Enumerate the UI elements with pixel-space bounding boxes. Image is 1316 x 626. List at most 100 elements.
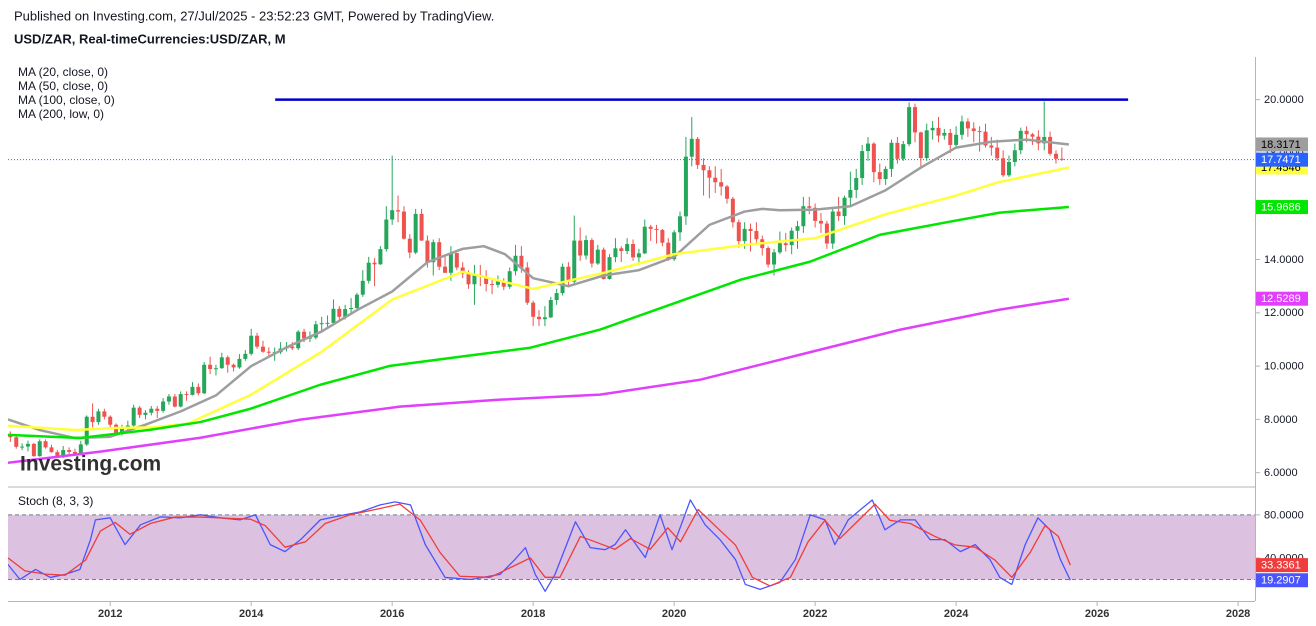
candle-body	[648, 226, 653, 229]
candle-body	[660, 229, 665, 243]
candle-body	[548, 300, 553, 318]
candle-body	[372, 262, 377, 265]
candle-body	[349, 308, 354, 310]
candle-body	[954, 134, 959, 145]
candle-body	[431, 242, 436, 263]
candle-body	[354, 294, 359, 309]
line	[8, 503, 1071, 587]
candle-body	[725, 186, 730, 199]
candle-body	[149, 408, 154, 413]
y-tick-label: 6.0000	[1264, 467, 1298, 479]
candle-body	[208, 364, 213, 370]
candle-body	[1012, 150, 1017, 162]
x-tick-label: 2012	[98, 608, 122, 620]
x-tick-label: 2020	[662, 608, 686, 620]
x-tick-label: 2028	[1226, 608, 1250, 620]
candle-body	[965, 121, 970, 129]
candle-body	[196, 386, 201, 394]
candle-body	[313, 324, 318, 338]
candle-body	[231, 364, 236, 368]
candle-body	[907, 107, 912, 145]
y-tick-label: 80.0000	[1264, 509, 1304, 521]
candle-body	[578, 240, 583, 256]
candle-body	[448, 253, 453, 273]
candle-body	[49, 447, 54, 453]
candle-body	[290, 346, 295, 349]
candle-body	[1006, 161, 1011, 176]
x-tick-label: 2026	[1085, 608, 1109, 620]
candle-body	[319, 323, 324, 325]
candle-body	[20, 446, 25, 448]
candle-body	[895, 142, 900, 159]
candle-body	[519, 255, 524, 268]
candle-body	[96, 411, 101, 423]
candle-body	[707, 170, 712, 178]
candle-body	[190, 386, 195, 395]
candle-body	[971, 128, 976, 132]
candle-body	[172, 396, 177, 407]
candle-body	[490, 284, 495, 286]
candle-body	[425, 240, 430, 263]
price-badge-label: 33.3361	[1261, 560, 1301, 572]
y-tick-label: 14.0000	[1264, 254, 1304, 266]
candle-body	[1001, 158, 1006, 176]
candle-body	[977, 131, 982, 133]
candle-body	[131, 407, 136, 426]
line	[8, 297, 1070, 465]
candle-body	[337, 308, 342, 317]
x-tick-label: 2024	[944, 608, 969, 620]
candle-body	[437, 242, 442, 267]
candle-body	[625, 244, 630, 251]
price-badge	[1256, 558, 1308, 573]
candle-body	[619, 248, 624, 251]
line	[8, 138, 1070, 440]
candle-body	[166, 396, 171, 402]
candle-body	[454, 253, 459, 268]
watermark: Investing.com	[20, 453, 161, 476]
candle-body	[813, 207, 818, 221]
candle-body	[942, 132, 947, 136]
candle-body	[501, 281, 506, 287]
candle-body	[613, 248, 618, 258]
candle-body	[202, 364, 207, 394]
candle-body	[366, 262, 371, 281]
candle-body	[807, 206, 812, 208]
legend-entry: MA (200, low, 0)	[18, 107, 104, 121]
candle-body	[777, 243, 782, 253]
candle-body	[695, 138, 700, 165]
price-badge-label: 18.3171	[1261, 139, 1301, 151]
candle-body	[1042, 136, 1047, 144]
x-tick-label: 2022	[803, 608, 827, 620]
y-tick-label: 10.0000	[1264, 360, 1304, 372]
y-tick-label: 20.0000	[1264, 94, 1304, 106]
candle-body	[331, 308, 336, 323]
candle-body	[654, 228, 659, 230]
candle-body	[413, 213, 418, 253]
candle-body	[959, 121, 964, 135]
candle-body	[161, 401, 166, 411]
candle-body	[1030, 134, 1035, 137]
candle-body	[795, 226, 800, 231]
candle-body	[155, 408, 160, 411]
candle-body	[677, 216, 682, 233]
price-badge	[1256, 573, 1308, 588]
candle-body	[983, 131, 988, 146]
candle-body	[542, 317, 547, 320]
candle-body	[783, 243, 788, 246]
candle-body	[631, 244, 636, 258]
candle-body	[302, 331, 307, 339]
candle-body	[889, 142, 894, 169]
candle-body	[584, 240, 589, 256]
candle-body	[754, 230, 759, 240]
candle-body	[854, 177, 859, 190]
candle-body	[343, 309, 348, 317]
candle-body	[507, 271, 512, 287]
candle-body	[913, 107, 918, 133]
candle-body	[108, 416, 113, 425]
candle-body	[360, 280, 365, 295]
chart-title: USD/ZAR, Real-timeCurrencies:USD/ZAR, M	[14, 31, 286, 46]
price-badge	[1256, 291, 1308, 306]
candle-body	[531, 302, 536, 317]
line	[8, 166, 1070, 432]
candle-body	[901, 144, 906, 159]
